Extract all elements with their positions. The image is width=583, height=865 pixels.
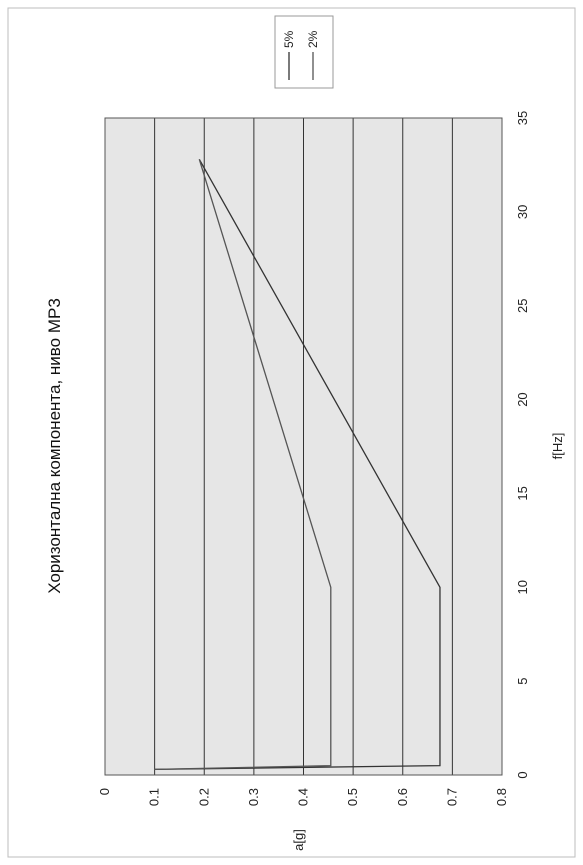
y-tick-label-5: 0.5 [345, 788, 360, 806]
gridlines [154, 118, 453, 775]
x-tick-label-4: 20 [515, 392, 530, 406]
x-tick-label-1: 5 [515, 678, 530, 685]
series-line-0 [154, 158, 441, 771]
y-tick-label-3: 0.3 [246, 788, 261, 806]
y-tick-label-0: 0 [97, 788, 112, 795]
y-axis-label: a[g] [291, 829, 306, 851]
chart-title: Хоризонтална компонента, ниво МР3 [45, 298, 64, 594]
x-tick-label-3: 15 [515, 486, 530, 500]
x-tick-label-7: 35 [515, 111, 530, 125]
x-tick-label-6: 30 [515, 205, 530, 219]
x-tick-label-0: 0 [515, 771, 530, 778]
plot-border [104, 117, 503, 776]
legend-box [274, 15, 334, 89]
series-lines [154, 158, 441, 771]
y-tick-label-4: 0.4 [296, 788, 311, 806]
tick-labels: 0 0.1 0.2 0.3 0.4 0.5 0.6 0.7 0.8 0 5 10 15 20 25 30 35 [97, 111, 530, 806]
y-tick-label-8: 0.8 [494, 788, 509, 806]
x-axis-label: f[Hz] [550, 433, 565, 460]
y-tick-label-6: 0.6 [395, 788, 410, 806]
legend: 5% 2% [274, 15, 334, 89]
x-tick-label-5: 25 [515, 298, 530, 312]
y-tick-label-2: 0.2 [196, 788, 211, 806]
series-line-1 [154, 159, 332, 771]
legend-label-0: 5% [282, 30, 296, 48]
x-tick-label-2: 10 [515, 580, 530, 594]
y-tick-label-7: 0.7 [444, 788, 459, 806]
y-tick-label-1: 0.1 [147, 788, 162, 806]
legend-label-1: 2% [306, 30, 320, 48]
